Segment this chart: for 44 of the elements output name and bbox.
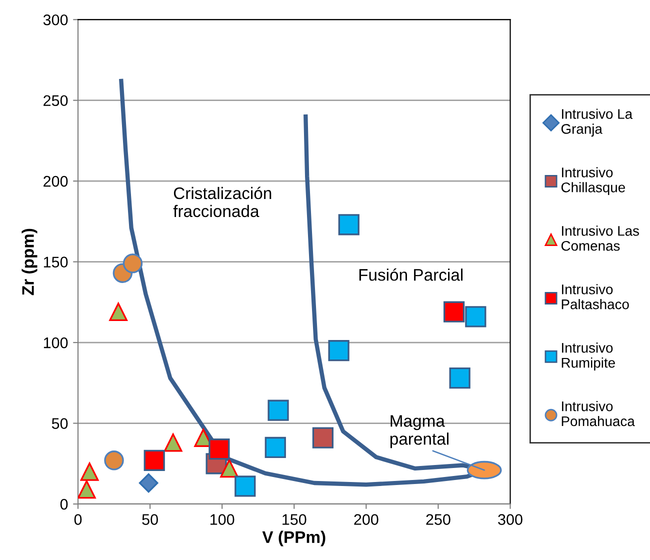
annotation: Magma parental: [390, 415, 448, 448]
point: [234, 476, 256, 497]
legend-label: Intrusivo Chillasque: [561, 167, 625, 196]
legend-label: Intrusivo Paltashaco: [562, 284, 629, 310]
point: [144, 450, 165, 471]
y-tick-label: 300: [43, 14, 68, 26]
legend-label: Intrusivo Las Comenas: [561, 226, 639, 251]
x-tick-label: 0: [74, 514, 82, 525]
point: [338, 214, 360, 236]
point: [104, 450, 124, 470]
annotation: Cristalización fraccionada: [173, 186, 272, 218]
point: [109, 302, 128, 322]
y-tick-label: 50: [52, 418, 68, 429]
annotation: Fusión Parcial: [359, 268, 463, 281]
legend-label: Intrusivo La Granja: [561, 108, 633, 137]
point: [328, 340, 350, 362]
x-axis-title: V (PPm): [262, 530, 326, 546]
point: [264, 436, 286, 458]
point: [465, 306, 486, 328]
x-tick-label: 50: [142, 514, 158, 525]
point: [78, 480, 96, 499]
point: [449, 368, 470, 389]
y-tick-label: 150: [44, 256, 68, 268]
y-tick-label: 200: [44, 176, 68, 187]
point: [312, 427, 334, 448]
legend-label: Intrusivo Rumipite: [562, 342, 615, 370]
point: [138, 473, 158, 493]
y-tick-label: 100: [44, 337, 68, 348]
x-tick-label: 250: [426, 514, 450, 525]
legend-label: Intrusivo Pomahuaca: [562, 401, 635, 426]
x-tick-label: 100: [210, 514, 234, 525]
point: [208, 438, 230, 460]
point: [80, 462, 99, 481]
point: [268, 400, 289, 421]
x-tick-label: 150: [282, 514, 306, 525]
x-tick-label: 300: [498, 514, 522, 525]
point: [164, 433, 182, 452]
point: [122, 254, 143, 274]
point: [220, 459, 238, 478]
y-axis-title: Zr (ppm): [22, 228, 38, 296]
y-tick-label: 0: [60, 498, 68, 510]
y-tick-label: 250: [44, 95, 68, 106]
point: [444, 301, 465, 322]
x-tick-label: 200: [354, 514, 378, 525]
